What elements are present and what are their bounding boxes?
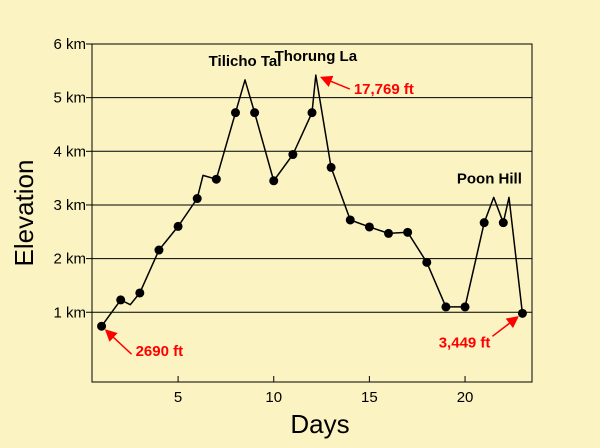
data-point xyxy=(345,215,355,225)
axis-ticks: 1 km 2 km 3 km 4 km 5 km 6 km 5 10 15 20 xyxy=(53,36,473,406)
elevation-annotation: 2690 ft xyxy=(136,343,184,360)
elevation-annotation: 17,769 ft xyxy=(354,81,414,98)
elevation-series xyxy=(97,74,527,331)
x-tick-label: 5 xyxy=(174,389,182,406)
data-point xyxy=(135,288,145,298)
x-tick-label: 10 xyxy=(265,389,282,406)
data-point xyxy=(230,108,240,118)
x-tick-label: 15 xyxy=(361,389,378,406)
plot-area xyxy=(91,43,533,383)
data-point xyxy=(173,221,183,231)
x-tick-label: 20 xyxy=(457,389,474,406)
y-tick-label: 4 km xyxy=(53,143,86,160)
peak-label: Tilicho Tal xyxy=(209,53,282,70)
data-point xyxy=(288,150,298,160)
y-tick-label: 3 km xyxy=(53,197,86,214)
y-tick-label: 5 km xyxy=(53,90,86,107)
annotation-arrow xyxy=(104,329,133,355)
y-tick-label: 6 km xyxy=(53,36,86,53)
y-tick-label: 1 km xyxy=(53,304,86,321)
annotation-arrow xyxy=(319,75,351,90)
data-point xyxy=(154,245,164,255)
data-point xyxy=(384,228,394,238)
data-point xyxy=(479,218,489,228)
y-axis-title: Elevation xyxy=(9,160,39,267)
data-point xyxy=(460,302,470,312)
data-point xyxy=(269,176,279,186)
data-point xyxy=(422,257,432,267)
elevation-annotation: 3,449 ft xyxy=(439,334,491,351)
data-point xyxy=(364,222,374,232)
x-axis-title: Days xyxy=(290,409,349,439)
y-tick-label: 2 km xyxy=(53,251,86,268)
data-point xyxy=(192,194,202,204)
data-point xyxy=(97,321,107,331)
data-point xyxy=(211,174,221,184)
data-point xyxy=(403,227,413,237)
data-point xyxy=(517,308,527,318)
peak-label: Poon Hill xyxy=(457,170,522,187)
annotation-arrow xyxy=(491,316,519,337)
data-point xyxy=(441,302,451,312)
grid-lines xyxy=(92,43,532,313)
data-point xyxy=(326,162,336,172)
data-point xyxy=(307,108,317,118)
data-point xyxy=(116,295,126,305)
data-point xyxy=(498,218,508,228)
peak-label: Thorung La xyxy=(275,48,358,65)
data-point xyxy=(250,108,260,118)
